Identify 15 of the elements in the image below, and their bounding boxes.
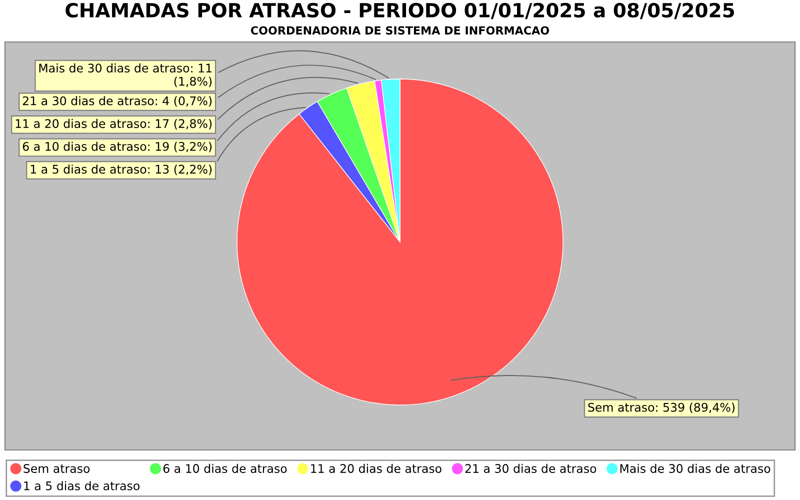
legend-label: Mais de 30 dias de atraso <box>620 464 770 473</box>
pie-slice <box>236 78 564 406</box>
data-label: 1 a 5 dias de atraso: 13 (2,2%) <box>30 164 212 176</box>
data-label: 6 a 10 dias de atraso: 19 (3,2%) <box>22 142 212 152</box>
chart-subtitle: COORDENADORIA DE SISTEMA DE INFORMACAO <box>250 26 550 35</box>
data-label: 21 a 30 dias de atraso: 4 (0,7%) <box>22 96 212 107</box>
chart-title: CHAMADAS POR ATRASO - PERIODO 01/01/2025 a 08/05/2025 <box>66 2 734 20</box>
legend-label: 21 a 30 dias de atraso <box>465 464 596 473</box>
legend-label: Sem atraso <box>24 464 90 473</box>
data-label: Mais de 30 dias de atraso: 11 (1,8%) <box>39 63 212 88</box>
legend-label: 1 a 5 dias de atraso <box>24 481 140 490</box>
legend-label: 11 a 20 dias de atraso <box>311 464 442 473</box>
legend-label: 6 a 10 dias de atraso <box>163 464 287 473</box>
data-label: 11 a 20 dias de atraso: 17 (2,8%) <box>16 118 212 130</box>
data-label: Sem atraso: 539 (89,4%) <box>588 402 734 414</box>
